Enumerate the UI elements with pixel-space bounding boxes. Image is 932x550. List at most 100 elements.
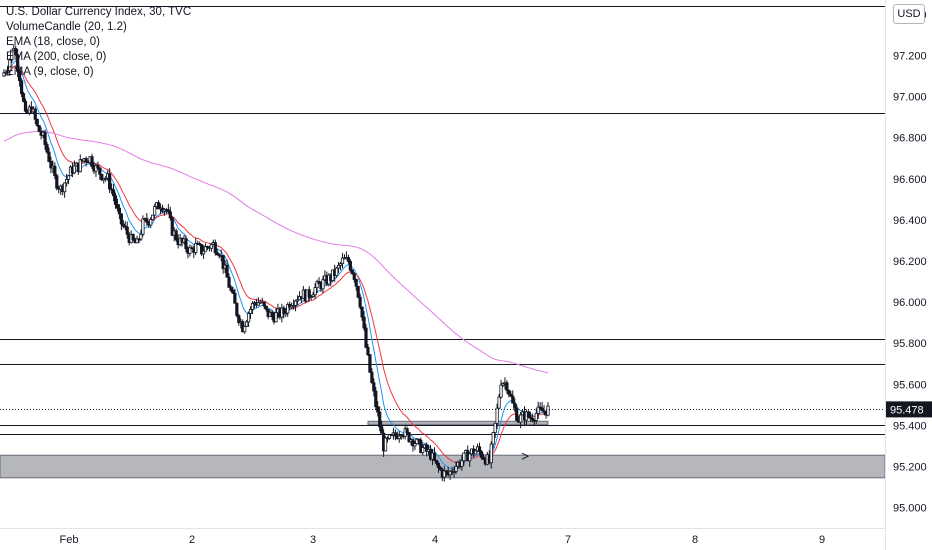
legend-indicator-ema-18[interactable]: EMA (18, close, 0) bbox=[6, 36, 100, 48]
y-tick-label: 96.000 bbox=[893, 297, 927, 309]
candle-body bbox=[235, 302, 239, 316]
candle-body bbox=[243, 325, 247, 333]
candle-body bbox=[35, 118, 39, 126]
candle-body bbox=[291, 305, 296, 307]
candle-body bbox=[513, 402, 517, 409]
candle-body bbox=[151, 214, 155, 220]
candle-body bbox=[78, 159, 82, 173]
ema-9-line bbox=[4, 60, 549, 471]
last-price-badge bbox=[886, 401, 932, 418]
candle-body bbox=[393, 432, 397, 437]
candle-body bbox=[123, 225, 127, 228]
candle-body bbox=[166, 209, 170, 213]
candle-body bbox=[16, 54, 20, 72]
candle-body bbox=[309, 296, 313, 298]
x-tick-label: 8 bbox=[692, 534, 698, 546]
candle-body bbox=[153, 206, 157, 216]
legend-indicator-ema-200[interactable]: EMA (200, close, 0) bbox=[6, 51, 107, 63]
candle-body bbox=[376, 406, 380, 413]
candle-body bbox=[338, 263, 343, 266]
candle-body bbox=[286, 304, 290, 314]
candle-body bbox=[407, 432, 411, 443]
candle-body bbox=[405, 428, 409, 433]
candle-body bbox=[505, 382, 509, 391]
candle-body bbox=[37, 125, 41, 132]
y-tick-label: 95.800 bbox=[893, 338, 927, 350]
candle-body bbox=[198, 243, 202, 245]
candle-body bbox=[507, 389, 511, 395]
candle-body bbox=[168, 211, 172, 219]
candle-body bbox=[528, 416, 532, 419]
candle-body bbox=[546, 405, 550, 416]
candle-body bbox=[108, 173, 112, 190]
legend-indicator-volumecandle[interactable]: VolumeCandle (20, 1.2) bbox=[6, 21, 127, 33]
candle-body bbox=[358, 296, 362, 308]
candle-body bbox=[200, 244, 204, 255]
candle-body bbox=[237, 315, 241, 324]
candle-body bbox=[442, 470, 446, 478]
candle-body bbox=[378, 411, 382, 428]
y-tick-label: 96.400 bbox=[893, 215, 927, 227]
candle-body bbox=[256, 302, 260, 306]
candle-body bbox=[100, 173, 104, 181]
candle-body bbox=[526, 411, 531, 418]
candle-body bbox=[184, 238, 188, 250]
candle-body bbox=[313, 287, 317, 296]
candle-body bbox=[477, 446, 482, 452]
candle-body bbox=[493, 422, 497, 434]
candle-body bbox=[321, 279, 325, 290]
legend-title[interactable]: U.S. Dollar Currency Index, 30, TVC bbox=[6, 6, 192, 18]
ema-18-line bbox=[4, 64, 549, 464]
projection-arrow bbox=[521, 452, 530, 460]
candle-body bbox=[515, 407, 519, 421]
candle-body bbox=[135, 238, 139, 244]
candle-body bbox=[55, 175, 59, 189]
candle-body bbox=[499, 384, 503, 398]
candle-body bbox=[119, 213, 123, 225]
candle-body bbox=[270, 311, 274, 317]
candle-body bbox=[536, 406, 540, 414]
candle-body bbox=[282, 307, 286, 314]
candle-body bbox=[229, 286, 233, 291]
legend-indicator-ema-9[interactable]: EMA (9, close, 0) bbox=[6, 66, 94, 78]
candle-body bbox=[10, 49, 14, 61]
candle-body bbox=[248, 309, 253, 314]
candle-body bbox=[66, 175, 71, 180]
candle-body bbox=[374, 390, 378, 408]
x-tick-label: 3 bbox=[310, 534, 316, 546]
candle-body bbox=[352, 273, 356, 280]
candle-body bbox=[84, 157, 88, 162]
candle-body bbox=[174, 230, 178, 241]
candle-body bbox=[432, 452, 437, 461]
candle-body bbox=[170, 217, 174, 236]
candle-body bbox=[340, 257, 345, 265]
candle-body bbox=[389, 434, 394, 437]
candle-body bbox=[534, 412, 538, 421]
candle-body bbox=[387, 434, 392, 439]
candle-body bbox=[491, 432, 495, 445]
candle-body bbox=[383, 437, 388, 452]
chart-legend: U.S. Dollar Currency Index, 30, TVC Volu… bbox=[6, 5, 191, 80]
candle-body bbox=[460, 460, 464, 467]
candle-body bbox=[468, 453, 472, 462]
candle-body bbox=[413, 443, 417, 447]
candle-body bbox=[348, 260, 352, 271]
candle-body bbox=[346, 257, 350, 262]
candle-body bbox=[113, 195, 118, 205]
currency-button[interactable]: USD bbox=[893, 4, 925, 24]
candle-body bbox=[419, 439, 423, 454]
candle-body bbox=[434, 459, 439, 464]
candle-body bbox=[221, 255, 225, 269]
y-tick-label: 96.600 bbox=[893, 174, 927, 186]
ema-200-line bbox=[3, 130, 549, 374]
candle-body bbox=[231, 289, 235, 294]
candle-body bbox=[21, 93, 26, 102]
y-tick-label: 95.400 bbox=[893, 420, 927, 432]
candle-body bbox=[49, 161, 53, 169]
x-tick-label: 4 bbox=[432, 534, 438, 546]
candle-body bbox=[360, 306, 364, 318]
candle-body bbox=[473, 450, 478, 455]
x-tick-label: 7 bbox=[565, 534, 571, 546]
